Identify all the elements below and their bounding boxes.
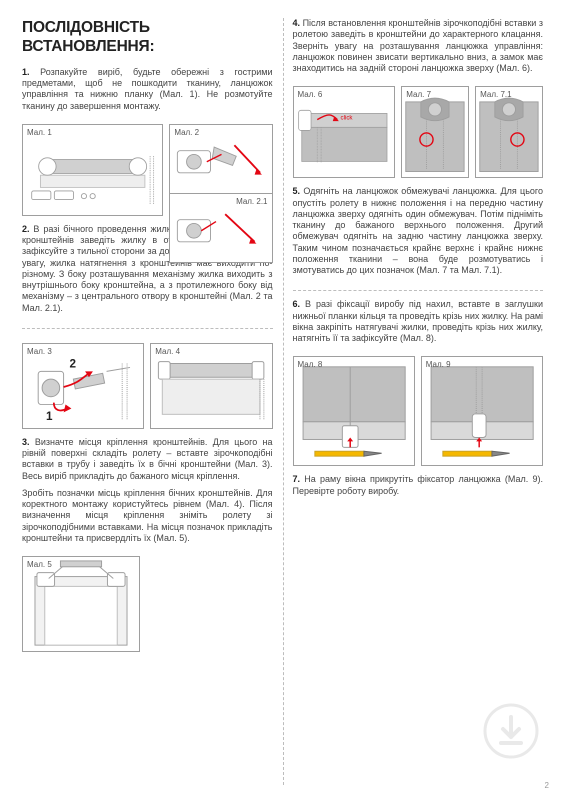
figure-2: Мал. 2: [169, 124, 272, 194]
figure-8: Мал. 8: [293, 356, 415, 466]
figure-5-svg: [23, 557, 139, 651]
figure-3-label: Мал. 3: [27, 347, 52, 357]
figure-7-svg: [402, 87, 468, 177]
step-7-body: На раму вікна прикрутіть фіксатор ланцюж…: [293, 474, 544, 495]
step-3-text-b: Зробіть позначки місць кріплення бічних …: [22, 488, 273, 544]
step-7-num: 7.: [293, 474, 301, 484]
figure-1-label: Мал. 1: [27, 128, 52, 138]
figure-1-svg: [23, 125, 162, 215]
step-5-num: 5.: [293, 186, 301, 196]
figure-2-1: Мал. 2.1: [169, 193, 272, 263]
step-3-num: 3.: [22, 437, 30, 447]
step-5-body: Одягніть на ланцюжок обмежувачі ланцюжка…: [293, 186, 544, 275]
fig-row-6-7: Мал. 6 click Мал.: [293, 86, 544, 178]
fig-row-8-9: Мал. 8 Мал. 9: [293, 356, 544, 466]
figure-2-label: Мал. 2: [174, 128, 199, 138]
step-1-body: Розпакуйте виріб, будьте обережні з гост…: [22, 67, 273, 111]
figure-3: Мал. 3 2 1: [22, 343, 144, 429]
vertical-divider: [283, 18, 284, 785]
figure-8-label: Мал. 8: [298, 360, 323, 370]
step-6-num: 6.: [293, 299, 301, 309]
figure-6-label: Мал. 6: [298, 90, 323, 100]
figure-4: Мал. 4: [150, 343, 272, 429]
figure-6: Мал. 6 click: [293, 86, 396, 178]
step-5-text: 5. Одягніть на ланцюжок обмежувачі ланцю…: [293, 186, 544, 276]
page-title: ПОСЛІДОВНІСТЬ ВСТАНОВЛЕННЯ:: [22, 18, 273, 57]
step-6-text: 6. В разі фіксації виробу під нахил, вст…: [293, 299, 544, 344]
left-column: ПОСЛІДОВНІСТЬ ВСТАНОВЛЕННЯ: 1. Розпакуйт…: [22, 18, 283, 785]
figure-7-1-svg: [476, 87, 542, 177]
step-4-body: Після встановлення кронштейнів зірочкопо…: [293, 18, 544, 73]
figure-6-svg: click: [294, 87, 395, 177]
figure-7-label: Мал. 7: [406, 90, 431, 100]
svg-text:2: 2: [69, 357, 76, 370]
figure-8-svg: [294, 357, 414, 465]
figure-5-label: Мал. 5: [27, 560, 52, 570]
step-4-num: 4.: [293, 18, 301, 28]
figure-9-label: Мал. 9: [426, 360, 451, 370]
right-column: 4. Після встановлення кронштейнів зірочк…: [283, 18, 544, 785]
left-mid-divider: [22, 328, 273, 329]
figure-7-1-label: Мал. 7.1: [480, 90, 511, 100]
watermark-icon: [483, 703, 539, 759]
page-number: 2: [545, 781, 549, 791]
page: ПОСЛІДОВНІСТЬ ВСТАНОВЛЕННЯ: 1. Розпакуйт…: [0, 0, 565, 799]
figure-9-svg: [422, 357, 542, 465]
step-6-body: В разі фіксації виробу під нахил, вставт…: [293, 299, 544, 343]
step-1-num: 1.: [22, 67, 30, 77]
step-7-text: 7. На раму вікна прикрутіть фіксатор лан…: [293, 474, 544, 497]
fig-row-1-2: Мал. 1: [22, 124, 273, 216]
step-2-num: 2.: [22, 224, 30, 234]
fig-row-5: Мал. 5: [22, 556, 273, 652]
svg-text:1: 1: [46, 410, 53, 423]
figure-1: Мал. 1: [22, 124, 163, 216]
click-label: click: [340, 115, 353, 122]
step-1-text: 1. Розпакуйте виріб, будьте обережні з г…: [22, 67, 273, 112]
step-4-text: 4. Після встановлення кронштейнів зірочк…: [293, 18, 544, 74]
right-mid-divider: [293, 290, 544, 291]
figure-4-label: Мал. 4: [155, 347, 180, 357]
fig-row-3-4: Мал. 3 2 1: [22, 343, 273, 429]
figure-2-stack: Мал. 2 Мал. 2.1: [169, 124, 272, 216]
figure-7: Мал. 7: [401, 86, 469, 178]
figure-2-1-label: Мал. 2.1: [236, 197, 267, 207]
figure-9: Мал. 9: [421, 356, 543, 466]
step-3-body-a: Визначте місця кріплення кронштейнів. Дл…: [22, 437, 273, 481]
figure-7-1: Мал. 7.1: [475, 86, 543, 178]
step-3-text-a: 3. Визначте місця кріплення кронштейнів.…: [22, 437, 273, 482]
figure-5: Мал. 5: [22, 556, 140, 652]
